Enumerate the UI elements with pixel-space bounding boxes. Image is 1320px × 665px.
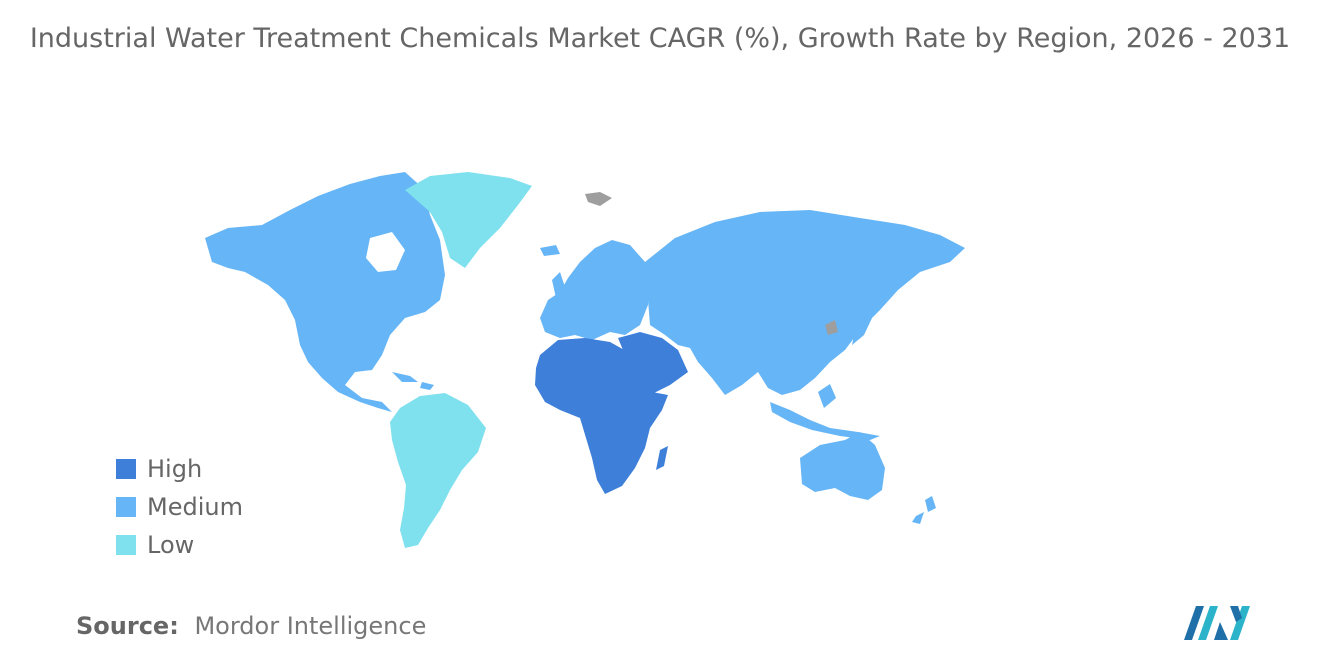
legend-label-medium: Medium [147,493,243,521]
region-southeast-asia [770,384,880,440]
region-africa [535,338,668,494]
region-caribbean [392,372,434,390]
region-madagascar [656,446,668,470]
region-middle-east [618,332,688,395]
legend-item-medium: Medium [116,488,243,526]
region-north-america [205,172,445,412]
region-greenland [405,172,532,268]
legend-swatch-low [116,535,136,555]
region-new-zealand [912,496,936,524]
source-line: Source: Mordor Intelligence [76,612,426,640]
source-value: Mordor Intelligence [194,612,427,640]
region-japan [852,306,872,345]
region-asia [645,210,965,395]
legend-label-low: Low [147,531,195,559]
region-uk [540,245,566,298]
source-label: Source: [76,612,179,640]
legend-swatch-medium [116,497,136,517]
region-australia [800,432,885,500]
mordor-intelligence-logo-icon [1184,606,1250,640]
legend-label-high: High [147,455,203,483]
region-europe [540,240,650,340]
legend: High Medium Low [116,450,243,564]
chart-title: Industrial Water Treatment Chemicals Mar… [29,23,1291,54]
legend-item-high: High [116,450,243,488]
region-south-america [390,393,486,548]
legend-item-low: Low [116,526,243,564]
legend-swatch-high [116,459,136,479]
